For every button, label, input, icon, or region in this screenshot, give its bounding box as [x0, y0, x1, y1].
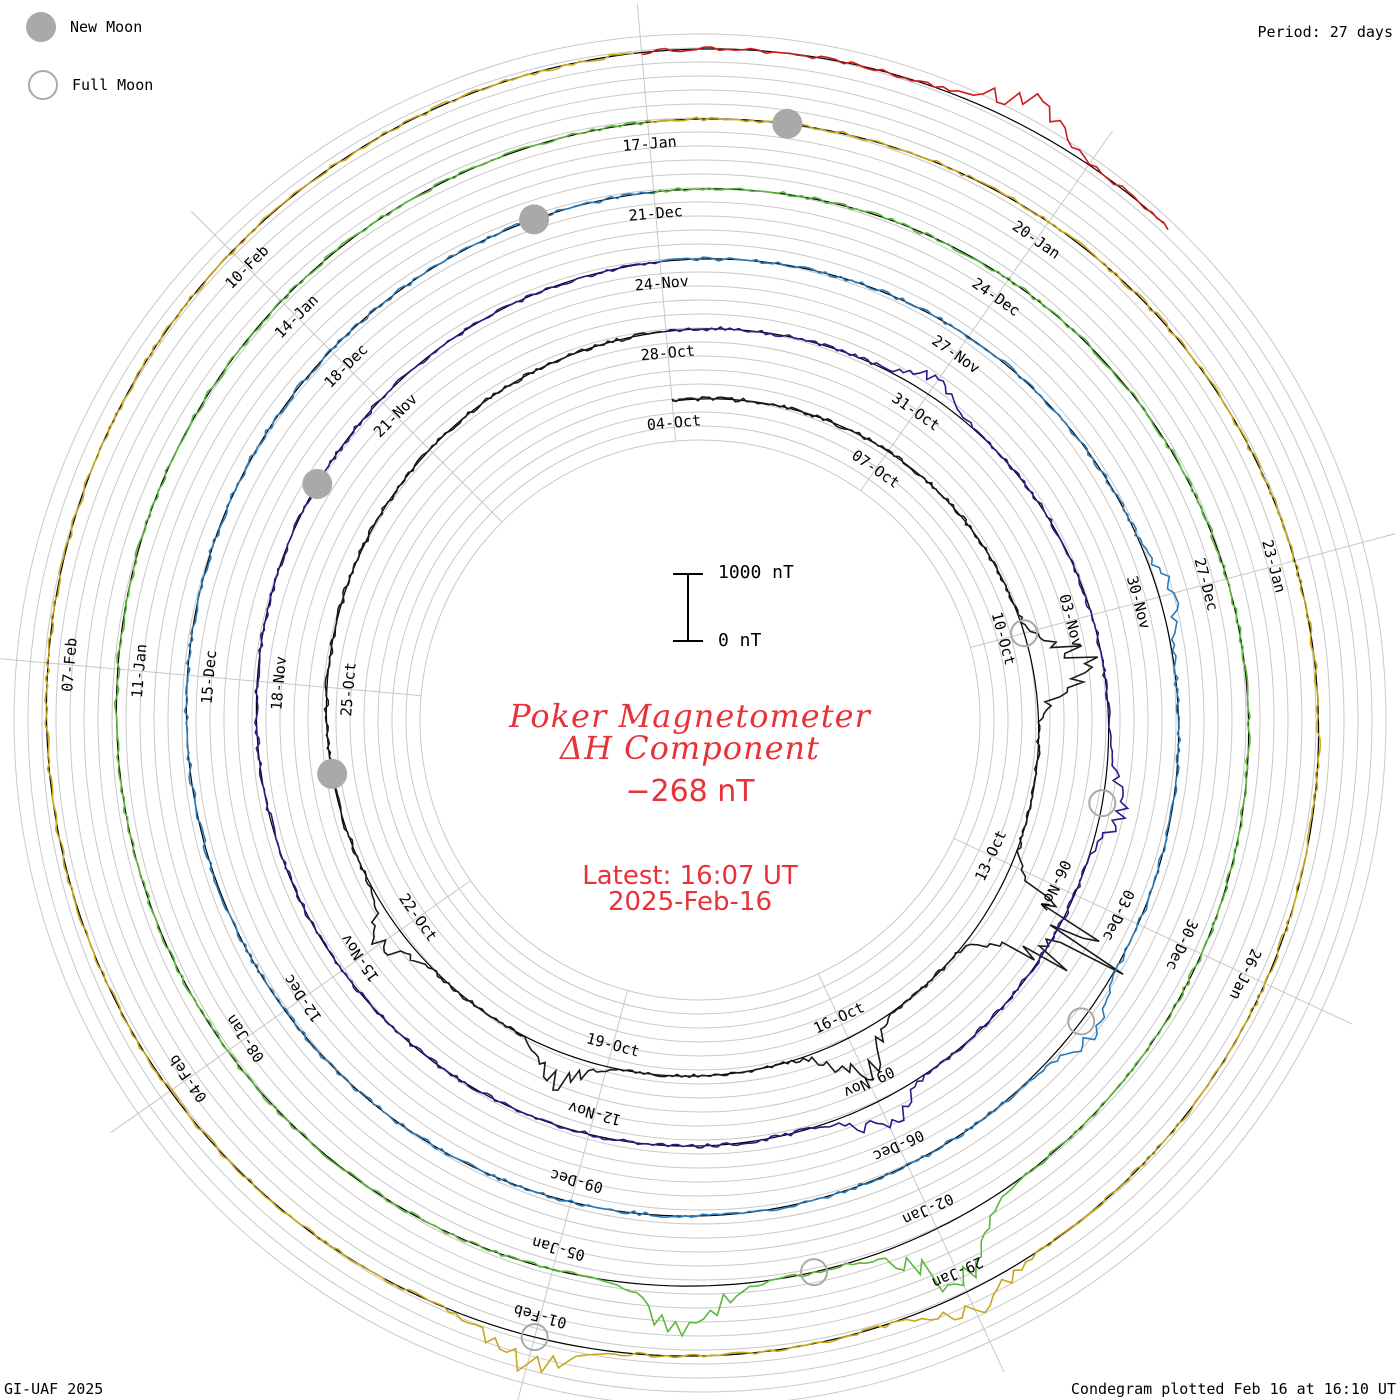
scale-bottom-label: 0 nT: [718, 630, 762, 651]
grid-ring: [279, 299, 1121, 1141]
grid-ring: [321, 341, 1079, 1099]
new-moon-marker: [772, 108, 803, 139]
date-label: 04-Feb: [165, 1051, 211, 1106]
date-label: 08-Jan: [222, 1011, 268, 1066]
grid-ring: [111, 131, 1289, 1309]
grid-spoke: [517, 990, 629, 1400]
grid-ring: [125, 145, 1275, 1295]
grid-spoke: [636, 3, 677, 442]
date-label: 03-Nov: [1055, 592, 1086, 649]
date-label: 04-Oct: [646, 411, 702, 434]
chart-title-line1: Poker Magnetometer: [509, 697, 871, 735]
date-label: 07-Oct: [848, 446, 903, 492]
date-label: 24-Dec: [969, 274, 1024, 320]
series-rotation-6: [641, 46, 1169, 231]
new-moon-icon: [26, 12, 56, 42]
grid-ring: [419, 439, 981, 1001]
grid-rings: [13, 33, 1387, 1400]
date-label: 30-Dec: [1162, 916, 1201, 973]
moon-markers: [302, 108, 1117, 1352]
grid-ring: [55, 75, 1345, 1365]
plotted-label: Condegram plotted Feb 16 at 16:10 UT: [1070, 1380, 1396, 1398]
grid-ring: [349, 369, 1051, 1071]
legend-new-moon: New Moon: [26, 12, 142, 42]
series-rotation-5: [44, 52, 1322, 1375]
grid-ring: [41, 61, 1359, 1379]
period-label: Period: 27 days: [1257, 23, 1393, 41]
date-label: 18-Nov: [267, 655, 290, 711]
scale-top-label: 1000 nT: [718, 562, 794, 583]
date-label: 12-Dec: [280, 971, 326, 1026]
full-moon-marker: [800, 1258, 828, 1287]
full-moon-marker: [1067, 1007, 1096, 1036]
date-label: 30-Nov: [1123, 574, 1154, 631]
series-rotation-3: [183, 191, 1182, 1219]
grid-ring: [139, 159, 1261, 1281]
latest-date: 2025-Feb-16: [607, 887, 773, 917]
new-moon-label: New Moon: [70, 18, 143, 36]
current-value: −268 nT: [625, 774, 755, 809]
grid-spoke: [190, 210, 503, 523]
series-rotation-1: [323, 330, 1124, 1092]
grid-spoke: [860, 130, 1114, 491]
grid-ring: [83, 103, 1317, 1337]
series-rotation-4: [113, 119, 1251, 1338]
grid-ring: [223, 243, 1177, 1197]
full-moon-marker: [520, 1323, 549, 1352]
date-label: 10-Oct: [988, 610, 1019, 667]
data-series: [44, 46, 1322, 1375]
grid-ring: [265, 285, 1135, 1155]
date-label: 07-Feb: [58, 637, 81, 693]
date-label: 28-Oct: [640, 342, 696, 365]
new-moon-marker: [317, 758, 348, 789]
date-label: 27-Dec: [1190, 556, 1221, 613]
grid-ring: [153, 173, 1247, 1267]
full-moon-marker: [1010, 619, 1039, 648]
date-label: 19-Oct: [584, 1029, 641, 1060]
grid-spoke: [953, 837, 1353, 1025]
date-label: 15-Dec: [198, 649, 221, 705]
full-moon-icon: [28, 70, 58, 100]
new-moon-marker: [302, 469, 333, 499]
grid-spoke: [0, 658, 422, 697]
date-label: 24-Nov: [634, 272, 690, 295]
new-moon-marker: [519, 204, 550, 235]
grid-ring: [209, 229, 1191, 1211]
date-label: 20-Jan: [1009, 217, 1064, 263]
latest-time: Latest: 16:07 UT: [582, 861, 798, 891]
date-label: 27-Nov: [929, 331, 984, 377]
date-label: 11-Jan: [128, 643, 151, 699]
date-label: 25-Oct: [337, 661, 360, 717]
grid-spoke: [970, 533, 1396, 649]
grid-ring: [13, 33, 1387, 1400]
grid-ring: [307, 327, 1093, 1113]
scale-bar: [673, 573, 703, 642]
series-rotation-2: [254, 260, 1130, 1149]
grid-ring: [293, 313, 1107, 1127]
date-label: 21-Dec: [628, 202, 684, 225]
grid-ring: [69, 89, 1331, 1351]
credit-label: GI-UAF 2025: [4, 1380, 104, 1398]
grid-spoke: [817, 973, 1005, 1373]
date-label: 15-Nov: [337, 931, 383, 986]
grid-ring: [251, 271, 1149, 1169]
chart-title-line2: ΔH Component: [559, 729, 821, 767]
date-label: 23-Jan: [1258, 538, 1289, 595]
date-label: 17-Jan: [622, 132, 678, 155]
grid-ring: [97, 117, 1303, 1323]
grid-ring: [335, 355, 1065, 1085]
grid-ring: [405, 425, 995, 1015]
grid-ring: [181, 201, 1219, 1239]
grid-ring: [167, 187, 1233, 1253]
date-label: 22-Oct: [395, 890, 441, 945]
grid-ring: [363, 383, 1037, 1057]
date-label: 31-Oct: [888, 389, 943, 435]
grid-ring: [195, 215, 1205, 1225]
grid-ring: [391, 411, 1009, 1029]
legend-full-moon: Full Moon: [28, 70, 153, 100]
full-moon-marker: [1088, 789, 1117, 818]
full-moon-label: Full Moon: [72, 76, 154, 94]
